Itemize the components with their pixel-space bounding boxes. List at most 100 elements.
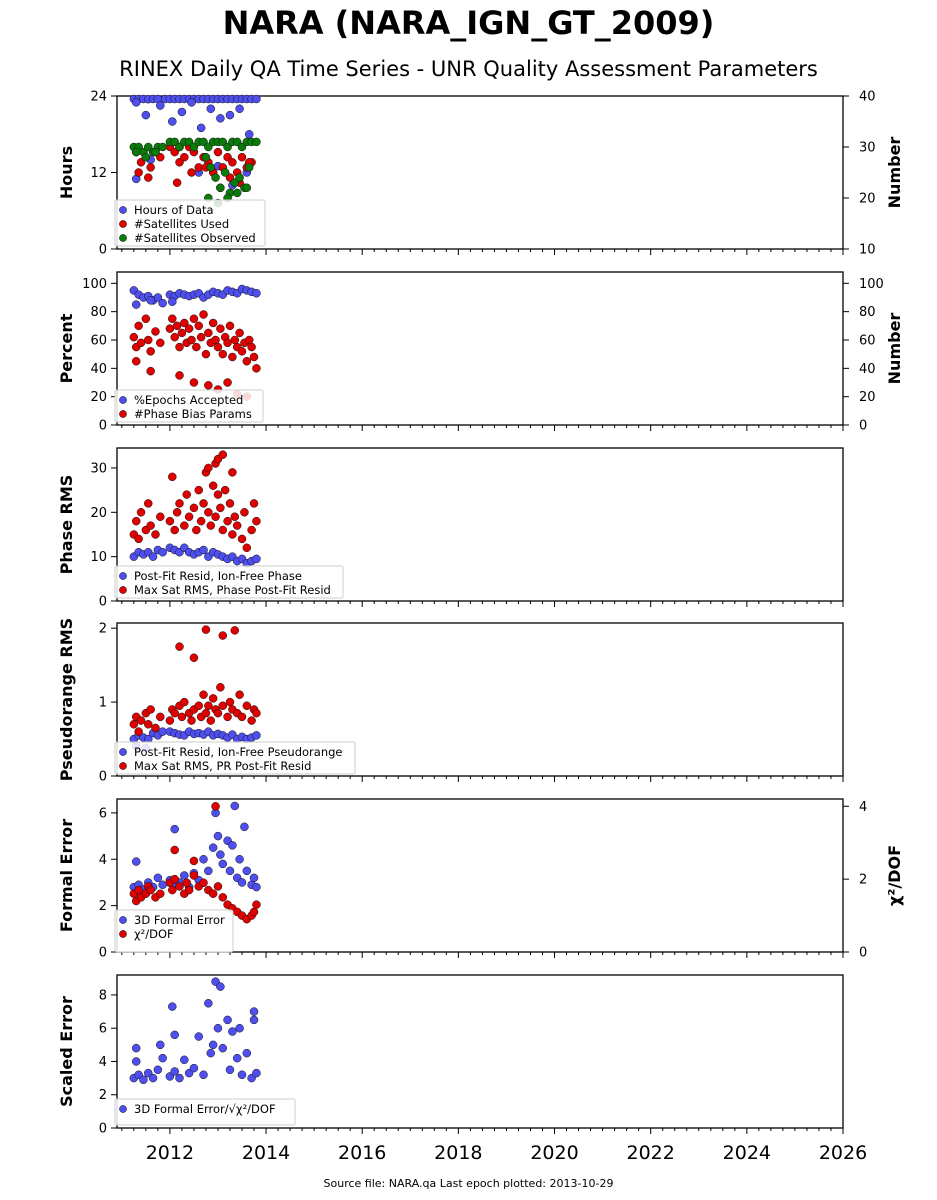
- y-tick-label: 10: [90, 550, 107, 565]
- y-tick-label: 100: [82, 277, 107, 292]
- data-point: [228, 158, 237, 167]
- data-point: [134, 534, 143, 544]
- series-2: [129, 802, 261, 924]
- data-point: [194, 321, 203, 331]
- data-point: [223, 338, 232, 348]
- legend-box: [114, 741, 356, 775]
- data-point: [206, 104, 216, 113]
- data-point: [196, 516, 206, 526]
- data-point: [216, 850, 225, 859]
- legend: Post-Fit Resid, Ion-Free PseudorangeMax …: [114, 741, 356, 775]
- data-point: [204, 999, 213, 1008]
- data-point: [184, 324, 194, 333]
- data-point: [189, 503, 199, 513]
- data-point: [175, 642, 184, 651]
- data-point: [184, 885, 194, 895]
- data-point: [242, 543, 252, 553]
- legend-marker: [119, 234, 127, 242]
- data-point: [230, 626, 240, 635]
- data-point: [134, 885, 143, 895]
- data-point: [249, 1015, 259, 1025]
- y-tick-label: 0: [99, 595, 107, 610]
- data-point: [170, 525, 179, 535]
- data-point: [156, 712, 165, 722]
- series-2: [129, 625, 261, 736]
- y-right-tick-label: 0: [859, 946, 867, 961]
- data-point: [175, 371, 184, 380]
- legend-label: 3D Formal Error: [134, 913, 225, 927]
- data-point: [146, 163, 155, 172]
- page-title: NARA (NARA_IGN_GT_2009): [222, 4, 715, 42]
- data-point: [146, 885, 155, 895]
- y-tick-label: 0: [99, 946, 107, 961]
- data-point: [206, 1048, 216, 1058]
- data-point: [158, 142, 167, 152]
- data-point: [156, 512, 165, 521]
- data-point: [170, 332, 179, 342]
- x-tick-label: 2016: [338, 1142, 386, 1164]
- legend-label: #Satellites Used: [134, 217, 229, 231]
- legend-label: Hours of Data: [134, 203, 214, 217]
- data-point: [232, 1053, 242, 1063]
- data-point: [153, 293, 163, 302]
- data-point: [180, 521, 189, 530]
- data-point: [204, 701, 213, 711]
- data-point: [237, 152, 247, 162]
- panel-frame: [116, 447, 844, 602]
- data-point: [199, 855, 208, 864]
- data-point: [144, 335, 153, 345]
- data-point: [244, 163, 254, 172]
- legend-label: Max Sat RMS, Phase Post-Fit Resid: [134, 583, 331, 597]
- data-point: [175, 499, 184, 508]
- data-point: [165, 516, 175, 526]
- legend-label: #Phase Bias Params: [134, 407, 252, 421]
- data-point: [232, 188, 242, 198]
- legend-box: [114, 565, 344, 599]
- data-point: [252, 900, 261, 909]
- data-point: [206, 521, 216, 530]
- y-tick-label: 2: [99, 899, 107, 914]
- y-right-tick-label: 4: [859, 800, 867, 815]
- y-tick-label: 1: [99, 696, 107, 711]
- page-subtitle: RINEX Daily QA Time Series - UNR Quality…: [119, 57, 818, 81]
- data-point: [201, 625, 211, 634]
- data-point: [180, 152, 189, 162]
- data-point: [194, 701, 203, 711]
- data-point: [172, 508, 182, 517]
- data-point: [208, 318, 218, 328]
- y-right-tick-label: 80: [859, 305, 876, 320]
- data-point: [220, 485, 230, 495]
- series-1: [129, 977, 261, 1085]
- data-point: [189, 378, 199, 387]
- data-point: [177, 328, 187, 338]
- data-point: [206, 716, 216, 725]
- data-point: [194, 485, 203, 495]
- legend-marker: [119, 930, 127, 938]
- data-point: [170, 1067, 179, 1076]
- y-right-tick-label: 40: [859, 90, 876, 105]
- data-point: [189, 653, 199, 662]
- x-tick-label: 2022: [627, 1142, 675, 1164]
- data-point: [131, 300, 141, 309]
- data-point: [139, 1075, 148, 1085]
- data-point: [237, 534, 247, 544]
- data-point: [242, 701, 252, 711]
- legend-marker: [119, 410, 127, 418]
- data-point: [199, 1070, 208, 1080]
- data-point: [153, 873, 163, 883]
- x-tick-label: 2020: [530, 1142, 578, 1164]
- data-point: [252, 554, 261, 564]
- data-point: [144, 173, 153, 182]
- data-point: [199, 499, 208, 508]
- data-point: [168, 1002, 177, 1011]
- y-right-tick-label: 2: [859, 873, 867, 888]
- data-point: [182, 490, 191, 499]
- data-point: [232, 521, 242, 530]
- y-tick-label: 4: [99, 1055, 107, 1070]
- data-point: [235, 104, 244, 113]
- data-point: [216, 982, 225, 991]
- data-point: [146, 705, 155, 714]
- y-right-tick-label: 20: [859, 192, 876, 207]
- data-point: [168, 885, 177, 895]
